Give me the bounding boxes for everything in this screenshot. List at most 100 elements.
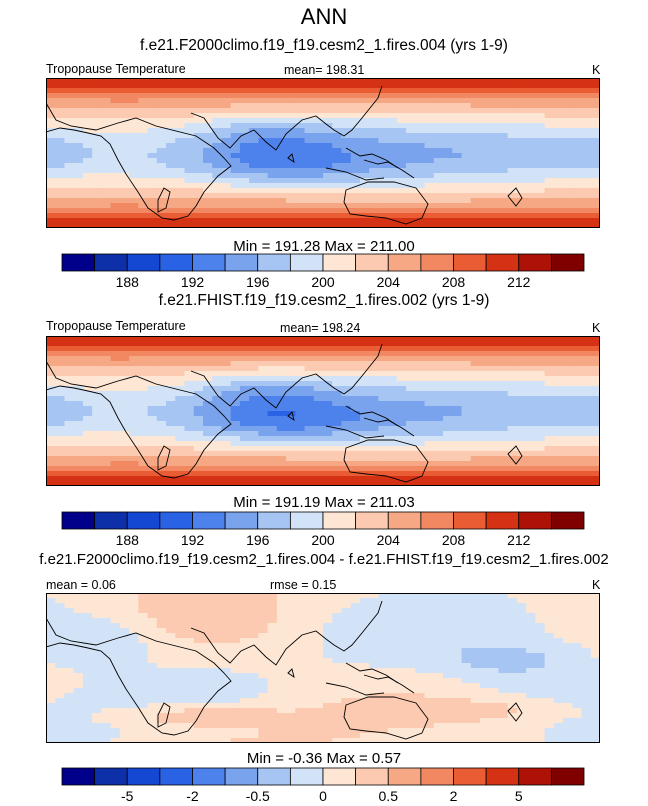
field-cell [202, 381, 213, 387]
field-cell [193, 336, 204, 342]
field-cell [526, 638, 536, 644]
field-cell [323, 391, 333, 397]
field-cell [258, 213, 269, 219]
field-cell [433, 371, 444, 377]
field-cell [147, 118, 158, 124]
field-cell [239, 213, 250, 219]
field-cell [73, 208, 84, 214]
field-cell [452, 416, 463, 422]
field-cell [193, 163, 204, 169]
field-cell [341, 603, 352, 609]
field-cell [341, 148, 352, 154]
field-cell [470, 213, 481, 219]
field-cell [267, 603, 278, 609]
field-cell [73, 178, 84, 184]
field-cell [507, 218, 518, 224]
field-cell [267, 223, 278, 228]
field-cell [73, 351, 84, 357]
field-cell [563, 198, 573, 204]
field-cell [249, 673, 259, 679]
field-cell [526, 426, 536, 432]
field-cell [387, 693, 398, 699]
field-cell [101, 113, 112, 119]
field-cell [452, 178, 463, 184]
field-cell [369, 143, 379, 149]
field-cell [332, 446, 343, 452]
field-cell [350, 218, 361, 224]
field-cell [378, 213, 389, 219]
field-cell [304, 658, 315, 664]
field-cell [544, 598, 555, 604]
field-cell [147, 153, 158, 159]
field-cell [138, 88, 149, 94]
field-cell [166, 441, 176, 447]
field-cell [101, 173, 112, 179]
field-cell [323, 608, 333, 614]
field-cell [516, 208, 527, 214]
field-cell [572, 476, 583, 482]
field-cell [563, 598, 573, 604]
field-cell [350, 386, 361, 392]
field-cell [46, 198, 56, 204]
field-cell [350, 88, 361, 94]
field-cell [129, 188, 139, 194]
field-cell [267, 148, 278, 154]
field-cell [387, 213, 398, 219]
field-cell [535, 643, 546, 649]
field-cell [479, 138, 490, 144]
field-cell [46, 598, 56, 604]
field-cell [516, 193, 527, 199]
field-cell [147, 476, 158, 482]
field-cell [369, 396, 379, 402]
field-cell [82, 118, 93, 124]
field-cell [498, 688, 509, 694]
field-cell [249, 471, 259, 477]
field-cell [92, 376, 102, 382]
field-cell [73, 213, 84, 219]
field-cell [304, 426, 315, 432]
field-cell [553, 446, 564, 452]
field-cell [369, 351, 379, 357]
field-cell [572, 366, 583, 372]
field-cell [470, 218, 481, 224]
field-cell [156, 456, 167, 462]
field-cell [239, 643, 250, 649]
field-cell [55, 93, 66, 99]
field-cell [424, 391, 435, 397]
field-cell [479, 341, 490, 347]
field-cell [359, 633, 370, 639]
field-cell [387, 416, 398, 422]
field-cell [119, 693, 130, 699]
field-cell [166, 168, 176, 174]
field-cell [369, 416, 379, 422]
field-cell [129, 401, 139, 407]
field-cell [221, 103, 232, 109]
field-cell [184, 203, 195, 209]
field-cell [369, 431, 379, 437]
field-cell [221, 633, 232, 639]
field-cell [572, 698, 583, 704]
field-cell [101, 436, 112, 442]
field-cell [396, 698, 407, 704]
field-cell [350, 633, 361, 639]
field-cell [470, 693, 481, 699]
field-cell [544, 461, 555, 467]
field-cell [332, 618, 343, 624]
field-cell [323, 103, 333, 109]
field-cell [55, 598, 66, 604]
field-cell [507, 431, 518, 437]
field-cell [230, 366, 241, 372]
field-cell [378, 688, 389, 694]
field-cell [479, 83, 490, 89]
field-cell [516, 683, 527, 689]
field-cell [258, 648, 269, 654]
field-cell [581, 203, 592, 209]
field-cell [101, 466, 112, 472]
field-cell [82, 336, 93, 342]
field-cell [304, 138, 315, 144]
field-cell [332, 643, 343, 649]
field-cell [396, 411, 407, 417]
field-cell [507, 623, 518, 629]
field-cell [406, 371, 416, 377]
field-cell [544, 643, 555, 649]
